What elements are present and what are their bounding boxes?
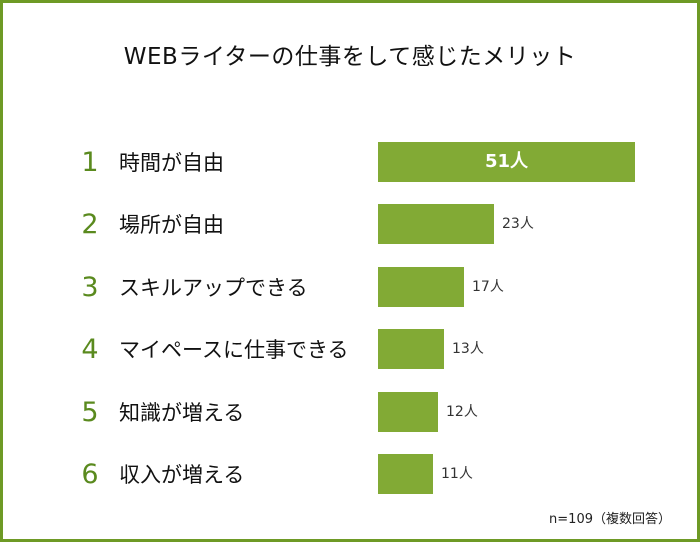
value-label: 17人: [472, 278, 504, 295]
bar-row: 2 場所が自由 23人: [3, 204, 697, 246]
value-label: 11人: [441, 466, 473, 482]
value-label: 12人: [446, 403, 478, 420]
rank-number: 4: [81, 334, 99, 366]
bar-row: 3 スキルアップできる 17人: [3, 266, 697, 309]
rank-number: 6: [81, 459, 99, 490]
value-label: 23人: [502, 216, 534, 233]
bar: [378, 266, 464, 307]
bar: [378, 391, 438, 432]
category-label: 知識が増える: [119, 400, 245, 425]
rank-number: 1: [81, 147, 99, 178]
sample-note: n=109（複数回答）: [549, 512, 671, 527]
bar: [378, 142, 635, 182]
category-label: 収入が増える: [119, 463, 245, 487]
bar: [378, 204, 494, 245]
bar-row: 1 時間が自由 51人: [3, 142, 697, 184]
chart-title: WEBライターの仕事をして感じたメリット: [123, 44, 577, 70]
category-label: 場所が自由: [119, 213, 224, 238]
rank-number: 5: [81, 396, 99, 428]
rank-number: 2: [81, 209, 99, 241]
bar-row: 4 マイペースに仕事できる 13人: [3, 329, 697, 371]
category-label: マイペースに仕事できる: [119, 338, 349, 363]
bar-row: 6 収入が増える 11人: [3, 454, 697, 496]
value-label: 13人: [452, 341, 484, 358]
rank-number: 3: [81, 271, 99, 303]
bar-row: 5 知識が増える 12人: [3, 391, 697, 434]
bar: [378, 329, 444, 370]
category-label: スキルアップできる: [119, 275, 308, 300]
value-label: 51人: [484, 151, 529, 172]
bar: [378, 454, 433, 494]
category-label: 時間が自由: [119, 151, 224, 175]
